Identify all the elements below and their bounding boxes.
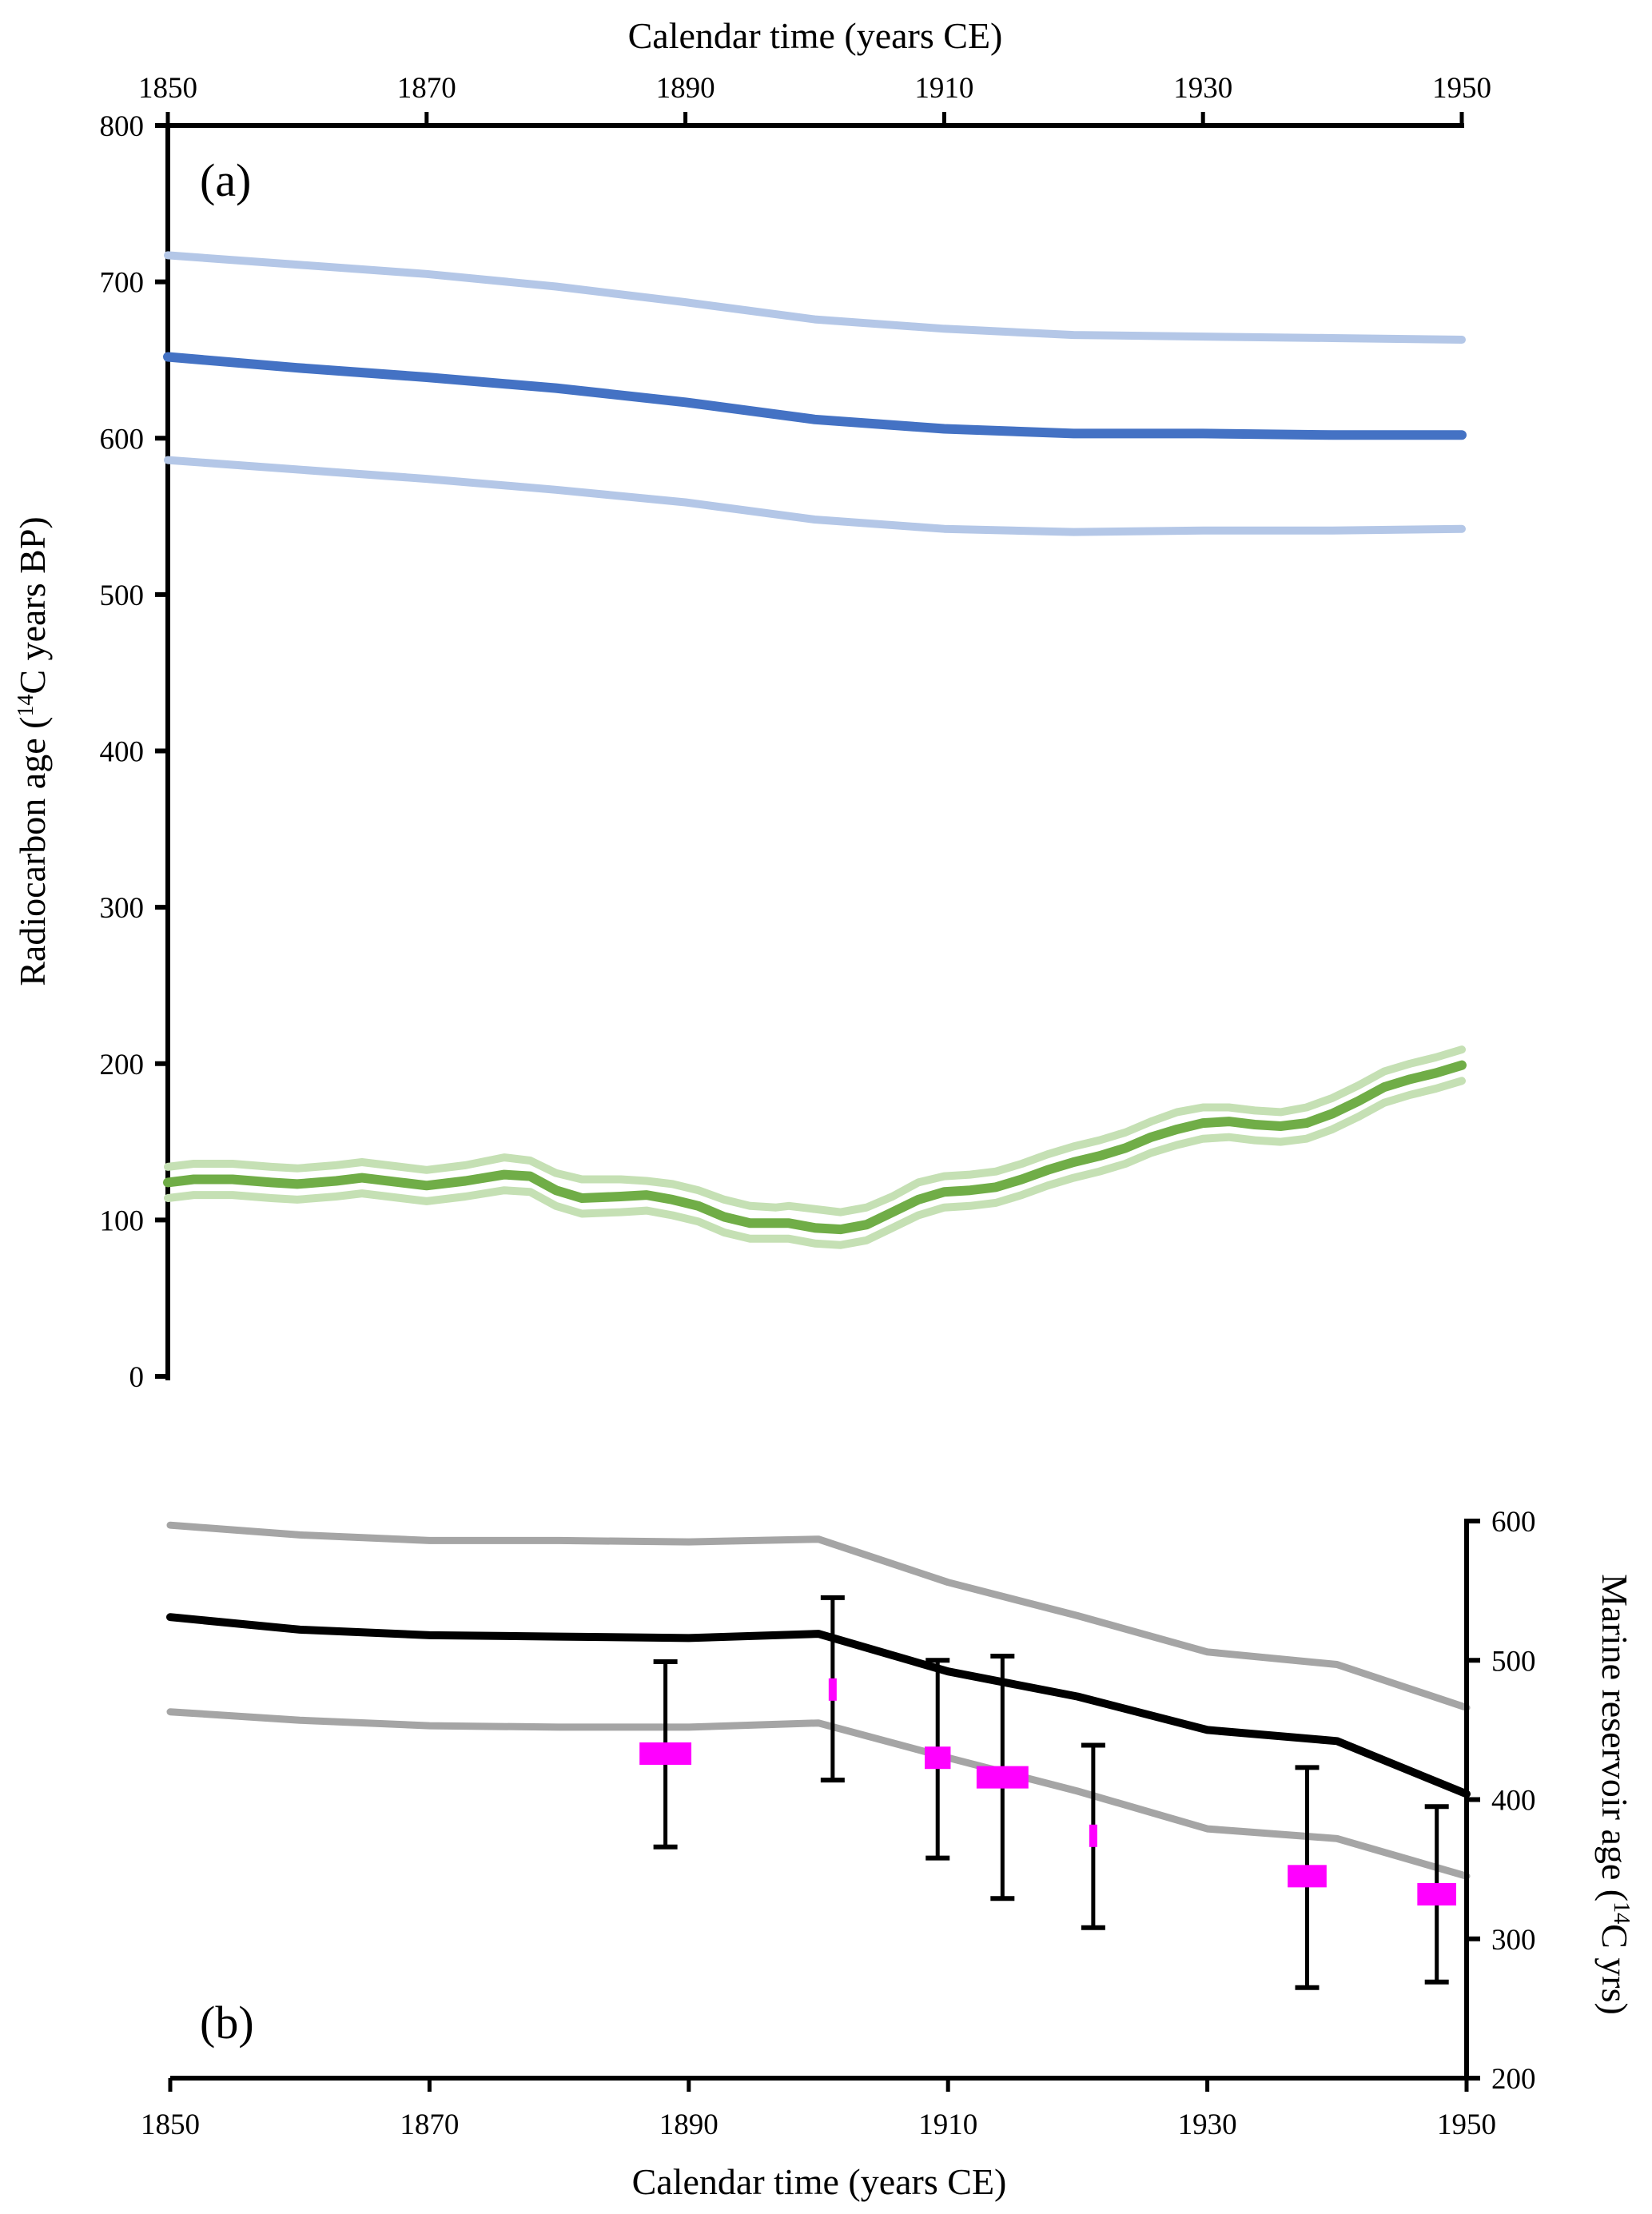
panel-b-y-ticks: 200 300 400 500 600 [1467, 1506, 1536, 2096]
panel-a: Calendar time (years CE) 1850 1870 1890 191… [12, 15, 1491, 1394]
panel-a-y-ticks: 0 100 200 300 400 500 600 700 800 [100, 110, 168, 1394]
panel-b-label: (b) [200, 1997, 254, 2049]
series-line-atmospheric-upper [164, 1045, 1466, 1217]
panel-b-y-tick-label: 300 [1491, 1924, 1536, 1957]
panel-a-x-ticks: 1850 1870 1890 1910 1930 1950 [138, 72, 1491, 125]
panel-a-y-tick-label: 0 [129, 1361, 145, 1394]
data-point-marker [976, 1766, 1029, 1789]
panel-a-label: (a) [200, 154, 251, 206]
data-point-marker [925, 1746, 951, 1770]
data-point-marker [1288, 1865, 1327, 1888]
panel-a-y-tick-label: 700 [100, 267, 145, 300]
panel-b-x-tick-label: 1910 [918, 2108, 977, 2141]
panel-b-x-tick-label: 1850 [141, 2108, 200, 2141]
panel-a-y-tick-label: 600 [100, 423, 145, 456]
panel-a-x-tick-label: 1890 [656, 72, 715, 105]
data-point [1288, 1765, 1327, 1990]
data-point [925, 1658, 951, 1861]
panel-a-y-axis-title: Radiocarbon age (14C years BP) [12, 516, 53, 986]
panel-b-y-tick-label: 500 [1491, 1645, 1536, 1678]
panel-b-x-ticks: 1850 1870 1890 1910 1930 1950 [141, 2078, 1496, 2141]
panel-a-x-tick-label: 1850 [138, 72, 197, 105]
data-point [976, 1654, 1029, 1901]
data-point [1081, 1742, 1105, 1930]
data-point [1417, 1804, 1457, 1985]
series-line-marine-lower [164, 456, 1466, 536]
panel-b-x-tick-label: 1890 [659, 2108, 719, 2141]
panel-a-y-tick-label: 500 [100, 579, 145, 612]
panel-b-y-tick-label: 600 [1491, 1506, 1536, 1539]
panel-b-series [166, 1521, 1471, 1880]
panel-a-y-tick-label: 100 [100, 1205, 145, 1237]
panel-b-y-tick-label: 400 [1491, 1785, 1536, 1818]
panel-b-x-tick-label: 1930 [1178, 2108, 1237, 2141]
panel-b-x-axis-title: Calendar time (years CE) [632, 2161, 1007, 2202]
series-line-reservoir-mean [166, 1613, 1471, 1798]
panel-a-x-tick-label: 1870 [397, 72, 456, 105]
data-point-marker [1089, 1824, 1097, 1847]
data-point [820, 1595, 845, 1783]
panel-a-series [163, 251, 1467, 1249]
panel-a-x-axis-title: Calendar time (years CE) [628, 15, 1003, 56]
panel-b-y-axis-title: Marine reservoir age (14C yrs) [1594, 1574, 1635, 2015]
series-line-reservoir-lower [166, 1708, 1471, 1880]
panel-a-y-tick-label: 400 [100, 736, 145, 769]
panel-b: 1850 1870 1890 1910 1930 1950 200 300 400 500 600… [141, 1506, 1635, 2202]
series-line-atmospheric-mean [163, 1060, 1467, 1235]
panel-b-x-tick-label: 1870 [400, 2108, 459, 2141]
panel-a-x-tick-label: 1930 [1173, 72, 1232, 105]
series-line-marine-mean [163, 352, 1467, 440]
series-line-marine-upper [164, 251, 1466, 344]
data-point [639, 1659, 692, 1850]
panel-b-y-tick-label: 200 [1491, 2063, 1536, 2096]
series-line-atmospheric-lower [164, 1077, 1466, 1249]
panel-a-y-tick-label: 300 [100, 892, 145, 925]
series-line-reservoir-upper [166, 1521, 1471, 1711]
panel-a-x-tick-label: 1910 [914, 72, 973, 105]
data-point-marker [828, 1678, 837, 1701]
panel-a-y-tick-label: 800 [100, 110, 145, 143]
data-point-marker [1417, 1882, 1457, 1905]
panel-b-points [639, 1595, 1457, 1990]
data-point-marker [639, 1742, 692, 1765]
panel-a-y-tick-label: 200 [100, 1049, 145, 1081]
panel-a-x-tick-label: 1950 [1432, 72, 1491, 105]
panel-b-x-tick-label: 1950 [1437, 2108, 1496, 2141]
